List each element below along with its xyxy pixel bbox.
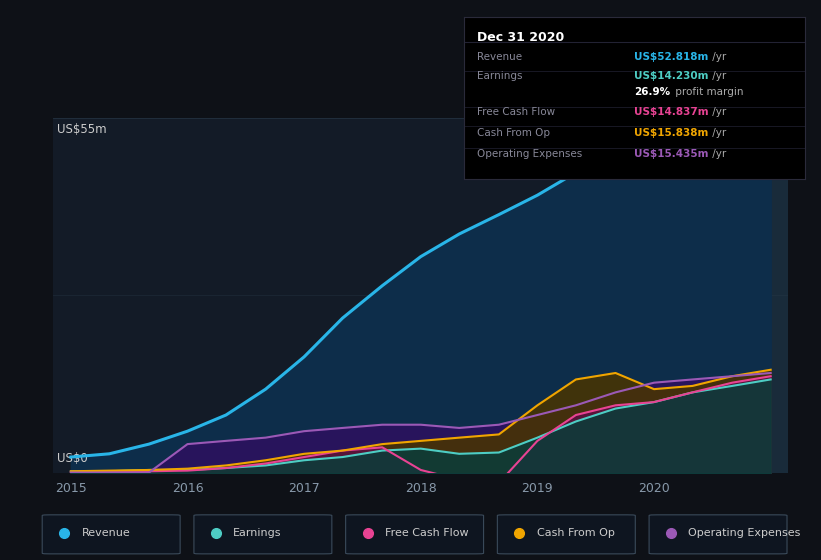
- Text: Earnings: Earnings: [233, 529, 282, 538]
- Text: US$14.837m: US$14.837m: [635, 107, 709, 117]
- Text: Operating Expenses: Operating Expenses: [478, 149, 583, 159]
- FancyBboxPatch shape: [346, 515, 484, 554]
- FancyBboxPatch shape: [498, 515, 635, 554]
- FancyBboxPatch shape: [194, 515, 332, 554]
- Bar: [636, 118, 788, 473]
- Text: Earnings: Earnings: [478, 71, 523, 81]
- Text: /yr: /yr: [709, 71, 727, 81]
- Text: /yr: /yr: [709, 128, 727, 138]
- Text: Revenue: Revenue: [478, 52, 523, 62]
- Text: Operating Expenses: Operating Expenses: [689, 529, 800, 538]
- Text: US$14.230m: US$14.230m: [635, 71, 709, 81]
- Text: Free Cash Flow: Free Cash Flow: [385, 529, 469, 538]
- Text: 26.9%: 26.9%: [635, 87, 671, 97]
- Text: US$55m: US$55m: [57, 123, 107, 136]
- Text: /yr: /yr: [709, 52, 727, 62]
- Text: Free Cash Flow: Free Cash Flow: [478, 107, 556, 117]
- Text: US$52.818m: US$52.818m: [635, 52, 709, 62]
- Text: Cash From Op: Cash From Op: [478, 128, 551, 138]
- Text: US$15.435m: US$15.435m: [635, 149, 709, 159]
- Text: /yr: /yr: [709, 107, 727, 117]
- Text: profit margin: profit margin: [672, 87, 743, 97]
- Text: Cash From Op: Cash From Op: [537, 529, 615, 538]
- FancyBboxPatch shape: [42, 515, 180, 554]
- Text: US$0: US$0: [57, 452, 88, 465]
- Text: Revenue: Revenue: [81, 529, 131, 538]
- FancyBboxPatch shape: [649, 515, 787, 554]
- Text: Dec 31 2020: Dec 31 2020: [478, 31, 565, 44]
- Text: US$15.838m: US$15.838m: [635, 128, 709, 138]
- Text: /yr: /yr: [709, 149, 727, 159]
